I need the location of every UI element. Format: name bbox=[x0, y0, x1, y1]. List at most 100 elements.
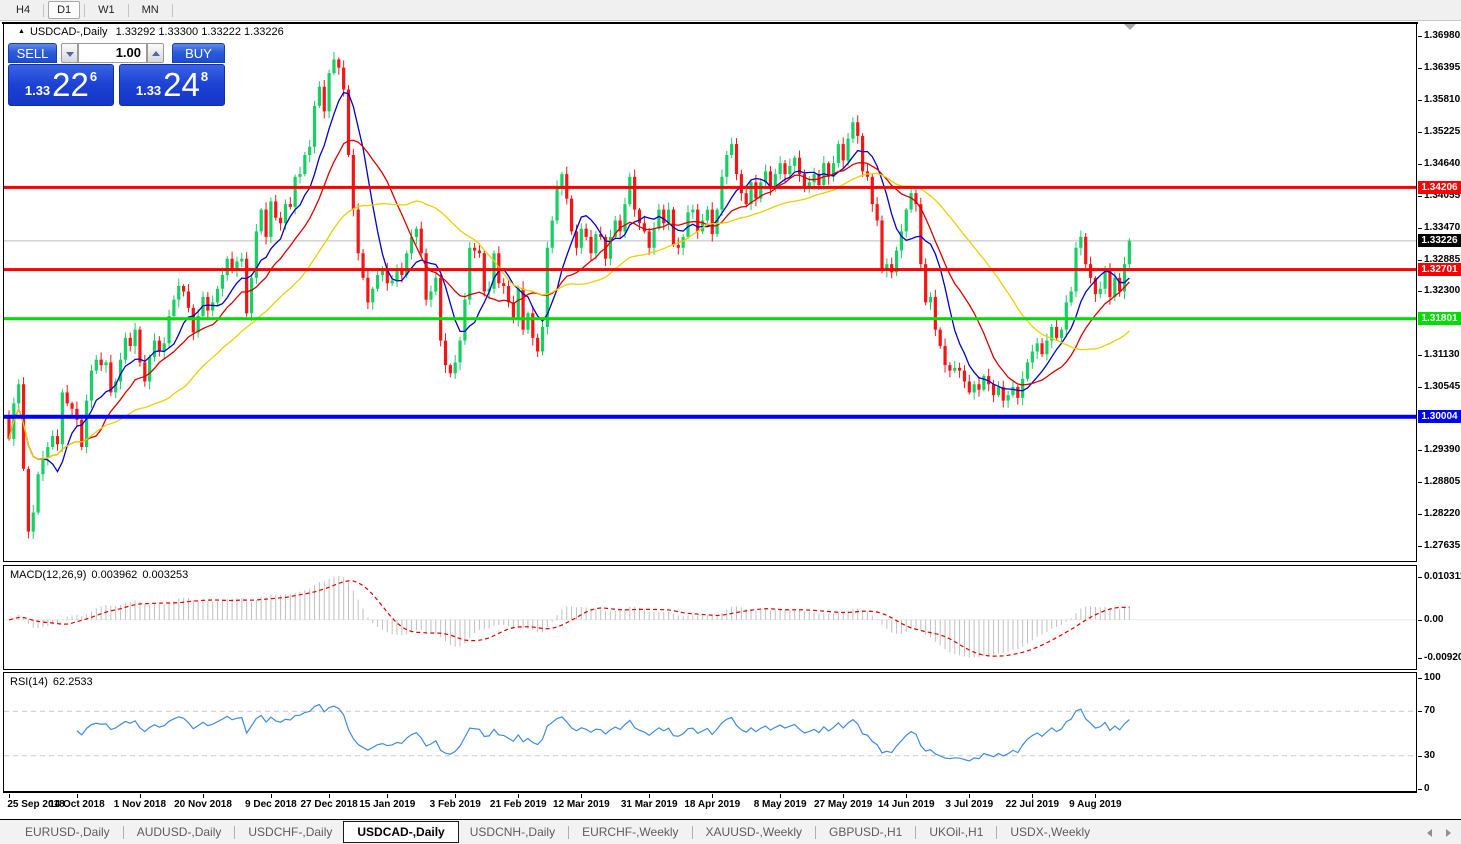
timeframe-button-h4[interactable]: H4 bbox=[16, 4, 31, 16]
timeframe-toolbar: H4 D1 W1 MN bbox=[0, 0, 1461, 21]
tab-separator bbox=[815, 825, 816, 839]
date-label: 9 Dec 2018 bbox=[245, 799, 297, 810]
price-chart-pane[interactable] bbox=[3, 24, 1417, 562]
buy-price-button[interactable]: 1.33 24 8 bbox=[119, 64, 225, 106]
tab-gbpusd-h1[interactable]: GBPUSD-,H1 bbox=[829, 825, 903, 839]
chart-shift-marker-icon[interactable] bbox=[1124, 24, 1136, 30]
time-scale[interactable]: 25 Sep 2018 14 Oct 2018 1 Nov 2018 20 Nov 2… bbox=[3, 794, 1417, 818]
scale-tick bbox=[1418, 227, 1422, 229]
collapse-triangle-icon[interactable]: ▲ bbox=[18, 28, 25, 35]
date-label: 21 Feb 2019 bbox=[489, 799, 547, 810]
macd-histogram bbox=[4, 566, 1416, 669]
tab-usdcad-daily[interactable]: USDCAD-,Daily bbox=[343, 821, 459, 843]
macd-main-value: 0.003962 bbox=[91, 569, 138, 581]
scale-tick bbox=[1418, 546, 1422, 548]
price-scale-label: 1.34055 bbox=[1424, 189, 1461, 201]
volume-decrease-button[interactable] bbox=[61, 43, 78, 63]
toolbar-separator bbox=[171, 3, 173, 17]
price-scale-label: 1.36395 bbox=[1424, 61, 1461, 73]
rsi-label: RSI(14) 62.2533 bbox=[10, 676, 93, 688]
rsi-indicator-pane[interactable]: RSI(14) 62.2533 bbox=[3, 672, 1417, 793]
hline-price-tag: 1.32701 bbox=[1418, 263, 1461, 277]
date-tick bbox=[780, 794, 782, 798]
candlestick-chart[interactable] bbox=[4, 24, 1416, 561]
date-tick bbox=[518, 794, 520, 798]
price-scale-label: 1.36980 bbox=[1424, 30, 1461, 41]
tab-ukoil-h1[interactable]: UKOil-,H1 bbox=[929, 825, 984, 839]
chart-tabs: EURUSD-,Daily AUDUSD-,Daily USDCHF-,Daily U… bbox=[14, 821, 1101, 843]
date-label: 8 May 2019 bbox=[753, 799, 807, 810]
rsi-line-chart bbox=[4, 673, 1416, 791]
hline-price-tag: 1.34206 bbox=[1418, 180, 1461, 194]
date-label: 3 Feb 2019 bbox=[429, 799, 481, 810]
tab-xauusd-weekly[interactable]: XAUUSD-,Weekly bbox=[705, 825, 802, 839]
date-label: 1 Nov 2018 bbox=[113, 799, 167, 810]
tab-usdchf-daily[interactable]: USDCHF-,Daily bbox=[248, 825, 333, 839]
rsi-scale-label: 70 bbox=[1424, 705, 1436, 717]
scale-tick bbox=[1418, 291, 1422, 293]
tabs-scroll-left-icon[interactable] bbox=[1427, 829, 1432, 837]
trade-controls-row: SELL 1.00 BUY bbox=[8, 43, 225, 63]
toolbar-separator bbox=[84, 3, 86, 17]
date-tick bbox=[387, 794, 389, 798]
date-tick bbox=[906, 794, 908, 798]
price-scale-label: 1.30545 bbox=[1424, 381, 1461, 393]
macd-label: MACD(12,26,9) 0.003962 0.003253 bbox=[10, 569, 189, 581]
hline-price-tag: 1.31801 bbox=[1418, 312, 1461, 326]
tab-separator bbox=[996, 825, 998, 839]
date-tick bbox=[649, 794, 651, 798]
chart-symbol-period: USDCAD-,Daily bbox=[29, 26, 108, 38]
date-label: 14 Jun 2019 bbox=[877, 799, 935, 810]
date-label: 15 Jan 2019 bbox=[359, 799, 416, 810]
price-scale-label: 1.29390 bbox=[1424, 444, 1461, 456]
date-label: 27 Dec 2018 bbox=[300, 799, 358, 810]
timeframe-button-w1[interactable]: W1 bbox=[98, 4, 115, 16]
date-tick bbox=[712, 794, 714, 798]
scale-tick bbox=[1418, 67, 1422, 69]
date-tick bbox=[455, 794, 457, 798]
price-scale-label: 1.35810 bbox=[1424, 93, 1461, 105]
price-scale-label: 1.28220 bbox=[1424, 508, 1461, 520]
chart-frame-border bbox=[2, 22, 1461, 24]
date-label: 9 Aug 2019 bbox=[1069, 799, 1122, 810]
tab-audusd-daily[interactable]: AUDUSD-,Daily bbox=[136, 825, 222, 839]
timeframe-button-d1[interactable]: D1 bbox=[48, 1, 81, 19]
volume-increase-button[interactable] bbox=[147, 43, 164, 63]
date-tick bbox=[270, 794, 272, 798]
scale-tick bbox=[1418, 514, 1422, 516]
scale-tick bbox=[1418, 131, 1422, 133]
buy-button[interactable]: BUY bbox=[172, 43, 225, 63]
timeframe-button-mn[interactable]: MN bbox=[141, 4, 159, 16]
volume-input[interactable]: 1.00 bbox=[78, 43, 147, 63]
sell-price-button[interactable]: 1.33 22 6 bbox=[8, 64, 114, 106]
macd-indicator-pane[interactable]: MACD(12,26,9) 0.003962 0.003253 bbox=[3, 565, 1417, 670]
price-scale-label: 1.28805 bbox=[1424, 476, 1461, 488]
tab-usdcnh-daily[interactable]: USDCNH-,Daily bbox=[469, 825, 556, 839]
one-click-trading-panel: SELL 1.00 BUY 1.33 22 6 1.33 24 8 bbox=[8, 43, 225, 107]
chart-title: ▲ USDCAD-,Daily 1.33292 1.33300 1.33222 1.… bbox=[18, 26, 284, 38]
scale-tick bbox=[1418, 163, 1422, 165]
price-scale[interactable]: 1.36980 1.36395 1.35810 1.35225 1.34640 1.340… bbox=[1418, 22, 1461, 818]
date-tick bbox=[203, 794, 204, 798]
date-label: 22 Jul 2019 bbox=[1005, 799, 1060, 810]
scale-tick bbox=[1418, 36, 1422, 37]
tab-eurusd-daily[interactable]: EURUSD-,Daily bbox=[25, 825, 110, 839]
date-label: 20 Nov 2018 bbox=[174, 799, 232, 810]
scale-tick bbox=[1418, 387, 1422, 389]
tab-eurchf-weekly[interactable]: EURCHF-,Weekly bbox=[582, 825, 679, 839]
scale-tick bbox=[1418, 711, 1422, 713]
tabs-scroll-right-icon[interactable] bbox=[1446, 829, 1451, 837]
scale-tick bbox=[1418, 450, 1422, 452]
scale-tick bbox=[1418, 355, 1422, 357]
buy-price-pips: 24 bbox=[163, 66, 200, 103]
sell-button[interactable]: SELL bbox=[8, 43, 57, 63]
scale-tick bbox=[1418, 259, 1422, 261]
date-tick bbox=[329, 794, 331, 798]
date-tick bbox=[139, 794, 141, 798]
date-tick bbox=[581, 794, 583, 798]
scale-tick bbox=[1418, 658, 1422, 659]
date-tick bbox=[1032, 794, 1034, 798]
tab-usdx-weekly[interactable]: USDX-,Weekly bbox=[1010, 825, 1091, 839]
date-tick bbox=[76, 794, 78, 798]
